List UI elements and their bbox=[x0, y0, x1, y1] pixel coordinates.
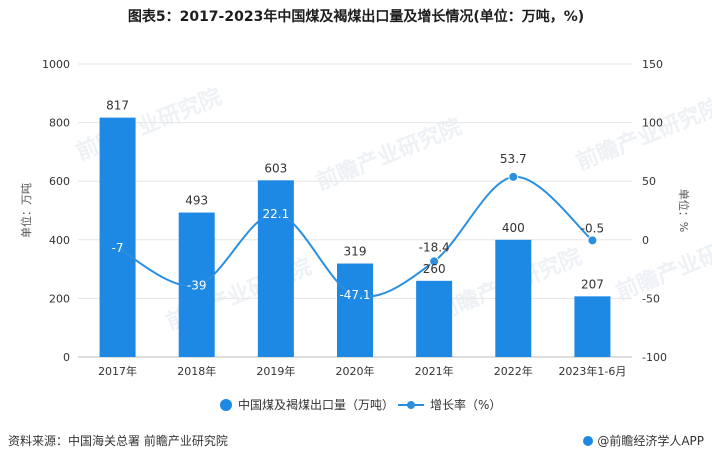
watermark-text: 前瞻产业研究院 bbox=[73, 84, 226, 166]
y-axis-label: 单位：万吨 bbox=[19, 183, 33, 238]
bar-value-label: 817 bbox=[106, 99, 129, 113]
legend-bar-label: 中国煤及褐煤出口量（万吨） bbox=[238, 397, 394, 412]
bars bbox=[99, 117, 611, 357]
grid-lines bbox=[78, 63, 632, 358]
y2-tick-label: -100 bbox=[642, 351, 667, 364]
watermark-text: 前瞻产业研究院 bbox=[313, 114, 466, 196]
bar-value-label: 603 bbox=[264, 161, 287, 175]
bar bbox=[416, 280, 453, 357]
y2-tick-label: 150 bbox=[642, 58, 663, 71]
brand-text: @前瞻经济学人APP bbox=[597, 434, 704, 448]
x-tick-label: 2020年 bbox=[336, 364, 375, 378]
x-tick-label: 2023年1-6月 bbox=[558, 364, 626, 378]
watermark-layer: 前瞻产业研究院前瞻产业研究院前瞻产业研究院前瞻产业研究院前瞻产业研究院前瞻产业研… bbox=[73, 84, 712, 336]
y-tick-label: 600 bbox=[49, 175, 70, 188]
y2-tick-label: -50 bbox=[642, 292, 660, 305]
legend-line-dot bbox=[407, 401, 415, 409]
growth-value-label: -0.5 bbox=[581, 221, 604, 235]
bar bbox=[574, 296, 611, 357]
growth-value-label: -18.4 bbox=[419, 240, 450, 254]
bar-value-label: 493 bbox=[185, 194, 208, 208]
watermark-text: 前瞻产业研究院 bbox=[613, 224, 712, 306]
y-tick-label: 800 bbox=[49, 117, 70, 130]
x-tick-label: 2019年 bbox=[256, 364, 295, 378]
bar bbox=[337, 263, 373, 357]
y2-tick-label: 50 bbox=[642, 175, 656, 188]
growth-value-label: 22.1 bbox=[262, 207, 289, 221]
x-tick-label: 2017年 bbox=[98, 364, 137, 378]
bar-value-label: 260 bbox=[423, 262, 446, 276]
bar-value-label: 207 bbox=[581, 277, 604, 291]
brand-icon bbox=[583, 436, 594, 446]
chart-title: 图表5：2017-2023年中国煤及褐煤出口量及增长情况(单位：万吨，%) bbox=[127, 9, 585, 25]
legend-line-label: 增长率（%） bbox=[430, 397, 501, 412]
x-tick-label: 2022年 bbox=[494, 364, 533, 378]
growth-value-label: 53.7 bbox=[500, 152, 527, 166]
growth-point bbox=[587, 235, 598, 246]
bar-value-label: 319 bbox=[344, 245, 367, 259]
legend: 中国煤及褐煤出口量（万吨） 增长率（%） bbox=[220, 397, 501, 412]
bar-value-label: 400 bbox=[502, 221, 525, 235]
y2-axis-label: 单位：% bbox=[677, 189, 691, 232]
watermark-text: 前瞻产业研究院 bbox=[573, 94, 712, 176]
growth-value-label: -7 bbox=[112, 241, 124, 255]
y2-tick-label: 100 bbox=[642, 117, 663, 130]
x-tick-label: 2021年 bbox=[415, 364, 454, 378]
bar bbox=[257, 180, 294, 357]
brand-credit: @前瞻经济学人APP bbox=[583, 432, 704, 449]
bar bbox=[495, 239, 532, 357]
growth-value-label: -47.1 bbox=[339, 288, 370, 302]
y-tick-label: 0 bbox=[63, 351, 70, 364]
legend-bar-marker bbox=[220, 399, 232, 411]
axes: 0 200 400 600 800 1000 -100 -50 0 50 100 150 2017年 20… bbox=[19, 58, 691, 378]
growth-line bbox=[117, 171, 598, 298]
bar bbox=[99, 117, 136, 357]
data-labels: 817 493 603 319 260 400 207 -7 -39 22.1 -47.1 -18.4… bbox=[106, 99, 604, 302]
growth-point bbox=[508, 171, 519, 182]
y-tick-label: 200 bbox=[49, 292, 70, 305]
source-note: 资料来源：中国海关总署 前瞻产业研究院 bbox=[8, 434, 228, 448]
y-tick-label: 400 bbox=[49, 234, 70, 247]
x-tick-label: 2018年 bbox=[177, 364, 216, 378]
growth-value-label: -39 bbox=[187, 279, 207, 293]
y2-tick-label: 0 bbox=[642, 234, 649, 247]
growth-point bbox=[429, 256, 440, 267]
y-tick-label: 1000 bbox=[42, 58, 70, 71]
